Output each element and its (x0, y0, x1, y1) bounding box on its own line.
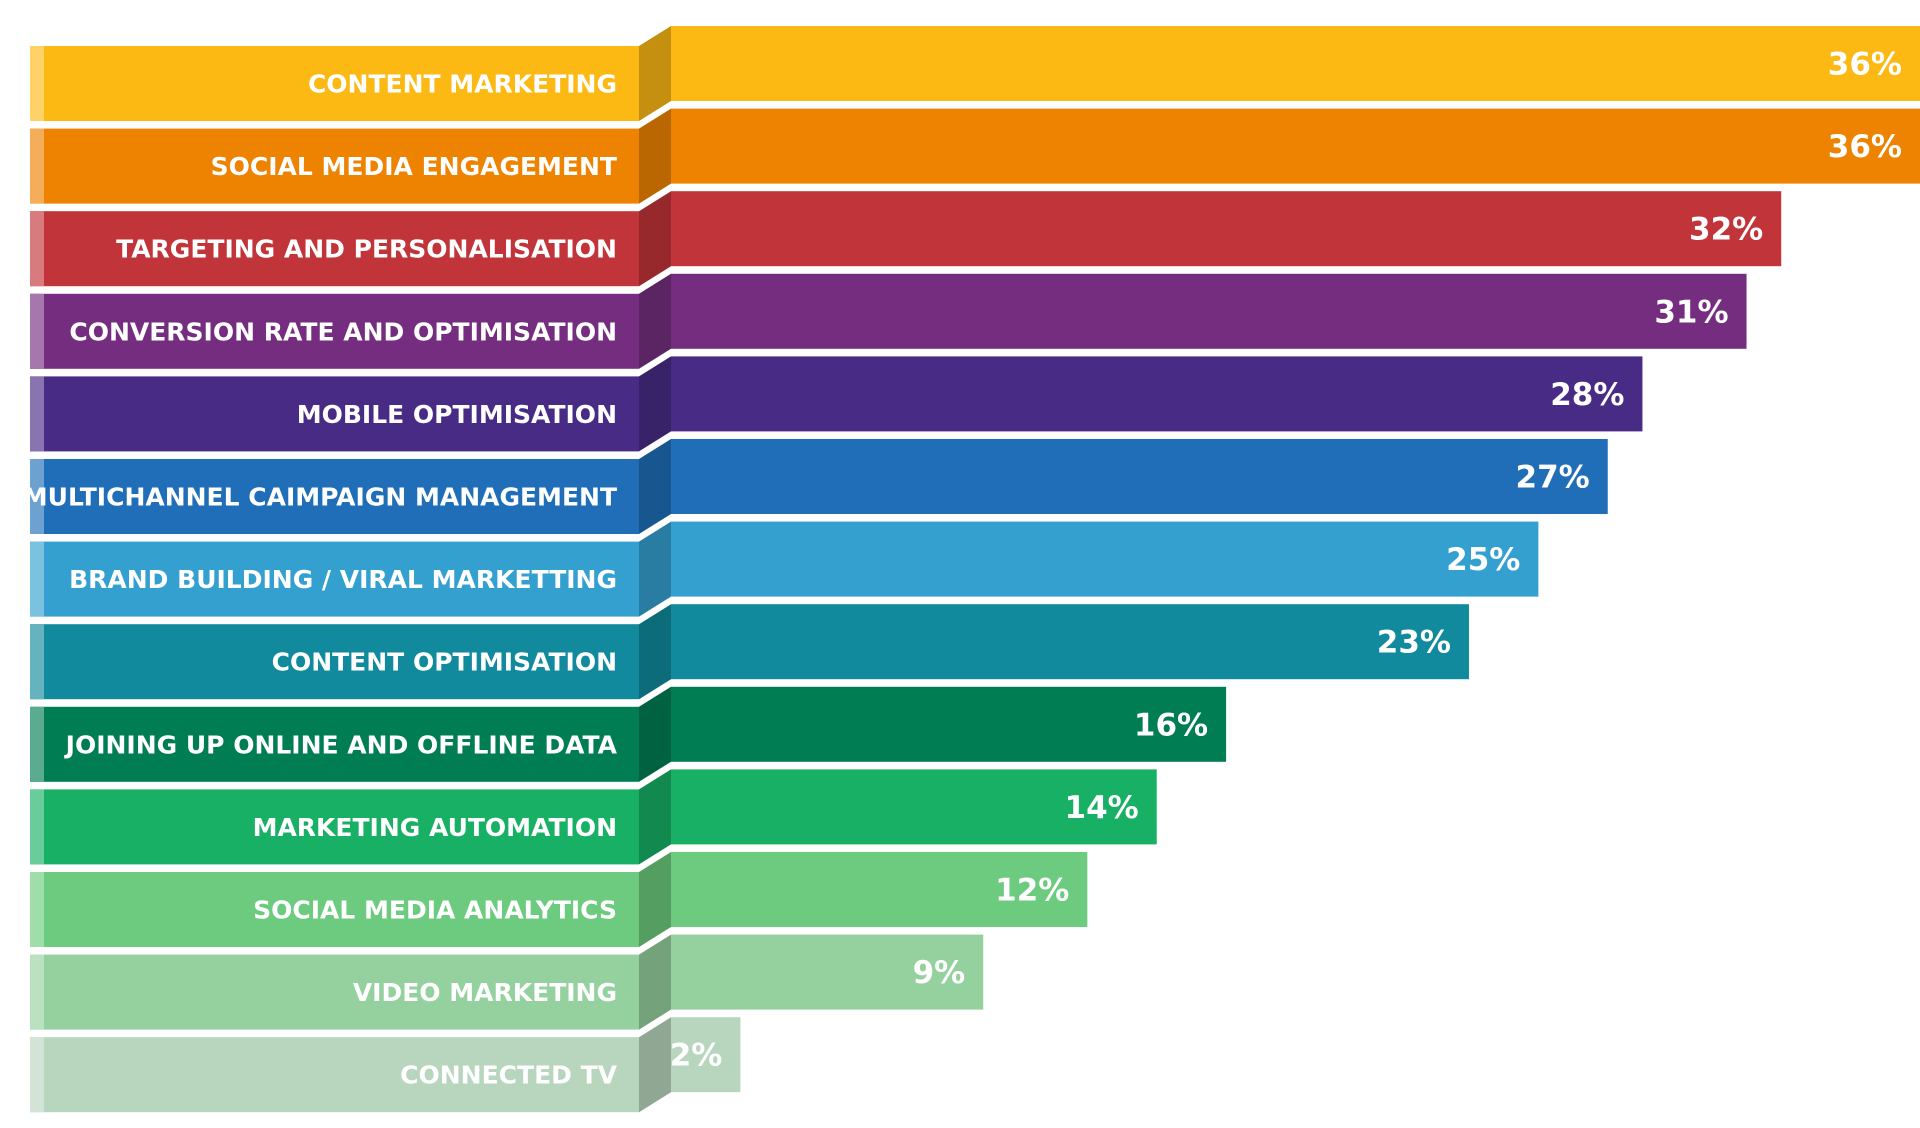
data-label: 31% (1654, 294, 1728, 330)
category-label-strip (30, 541, 44, 617)
category-label-strip (30, 376, 44, 452)
bar-connector (639, 108, 671, 204)
bar-connector (639, 191, 671, 287)
category-label: CONTENT OPTIMISATION (272, 648, 617, 677)
category-label: MARKETING AUTOMATION (253, 813, 617, 842)
category-label: SOCIAL MEDIA ENGAGEMENT (211, 152, 617, 181)
data-label: 28% (1550, 377, 1624, 413)
category-label: JOINING UP ONLINE AND OFFLINE DATA (64, 730, 618, 759)
bar-connector (639, 273, 671, 369)
category-label: TARGETING AND PERSONALISATION (116, 235, 617, 264)
bar-connector (639, 852, 671, 947)
bar-connector (639, 26, 671, 121)
category-label-strip (30, 789, 44, 865)
bar (671, 521, 1539, 597)
category-label-strip (30, 46, 44, 121)
category-label-strip (30, 1037, 44, 1113)
category-label-box (30, 706, 639, 782)
data-label: 27% (1516, 460, 1590, 496)
category-label-box (30, 293, 639, 369)
category-label-strip (30, 706, 44, 782)
bar-connector (639, 521, 671, 617)
category-label-strip (30, 293, 44, 369)
category-label-box (30, 872, 639, 947)
data-label: 32% (1689, 212, 1763, 248)
bar-connector (639, 934, 671, 1030)
category-label-strip (30, 128, 44, 204)
category-label: MULTICHANNEL CAIMPAIGN MANAGEMENT (23, 483, 617, 512)
bar (671, 604, 1469, 680)
bar-connector (639, 769, 671, 865)
category-label: CONTENT MARKETING (308, 70, 617, 99)
bar (671, 686, 1227, 762)
bar (671, 439, 1608, 514)
category-label-box (30, 541, 639, 617)
category-label-strip (30, 211, 44, 287)
category-label-box (30, 1037, 639, 1113)
category-label-box (30, 459, 639, 534)
bar-connector (639, 1017, 671, 1113)
category-label: MOBILE OPTIMISATION (297, 400, 617, 429)
bar (671, 1017, 741, 1093)
bar-connector (639, 356, 671, 452)
bar (671, 26, 1920, 101)
category-label-box (30, 624, 639, 700)
bar (671, 356, 1643, 432)
bar (671, 769, 1157, 845)
data-label: 16% (1134, 707, 1208, 743)
category-label: CONNECTED TV (400, 1061, 618, 1090)
bar (671, 108, 1920, 184)
data-label: 23% (1377, 625, 1451, 661)
data-label: 2% (670, 1038, 723, 1074)
bar-connector (639, 604, 671, 700)
category-label-box (30, 211, 639, 287)
category-label-box (30, 376, 639, 452)
data-label: 36% (1828, 47, 1902, 83)
category-label: VIDEO MARKETING (353, 978, 617, 1007)
data-label: 12% (995, 873, 1069, 909)
bar-connector (639, 686, 671, 782)
data-label: 25% (1446, 542, 1520, 578)
bar (671, 273, 1747, 349)
data-label: 9% (913, 955, 966, 991)
category-label-strip (30, 954, 44, 1030)
bar (671, 852, 1088, 927)
category-label-strip (30, 872, 44, 947)
category-label: BRAND BUILDING / VIRAL MARKETTING (69, 565, 617, 594)
category-label-box (30, 789, 639, 865)
data-label: 14% (1065, 790, 1139, 826)
category-label-strip (30, 459, 44, 534)
category-label-box (30, 128, 639, 204)
bar (671, 934, 984, 1010)
bar (671, 191, 1782, 267)
bar-connector (639, 439, 671, 534)
category-label: SOCIAL MEDIA ANALYTICS (253, 896, 617, 925)
category-label-box (30, 46, 639, 121)
category-label-strip (30, 624, 44, 700)
category-label: CONVERSION RATE AND OPTIMISATION (69, 317, 617, 346)
data-label: 36% (1828, 129, 1902, 165)
category-label-box (30, 954, 639, 1030)
